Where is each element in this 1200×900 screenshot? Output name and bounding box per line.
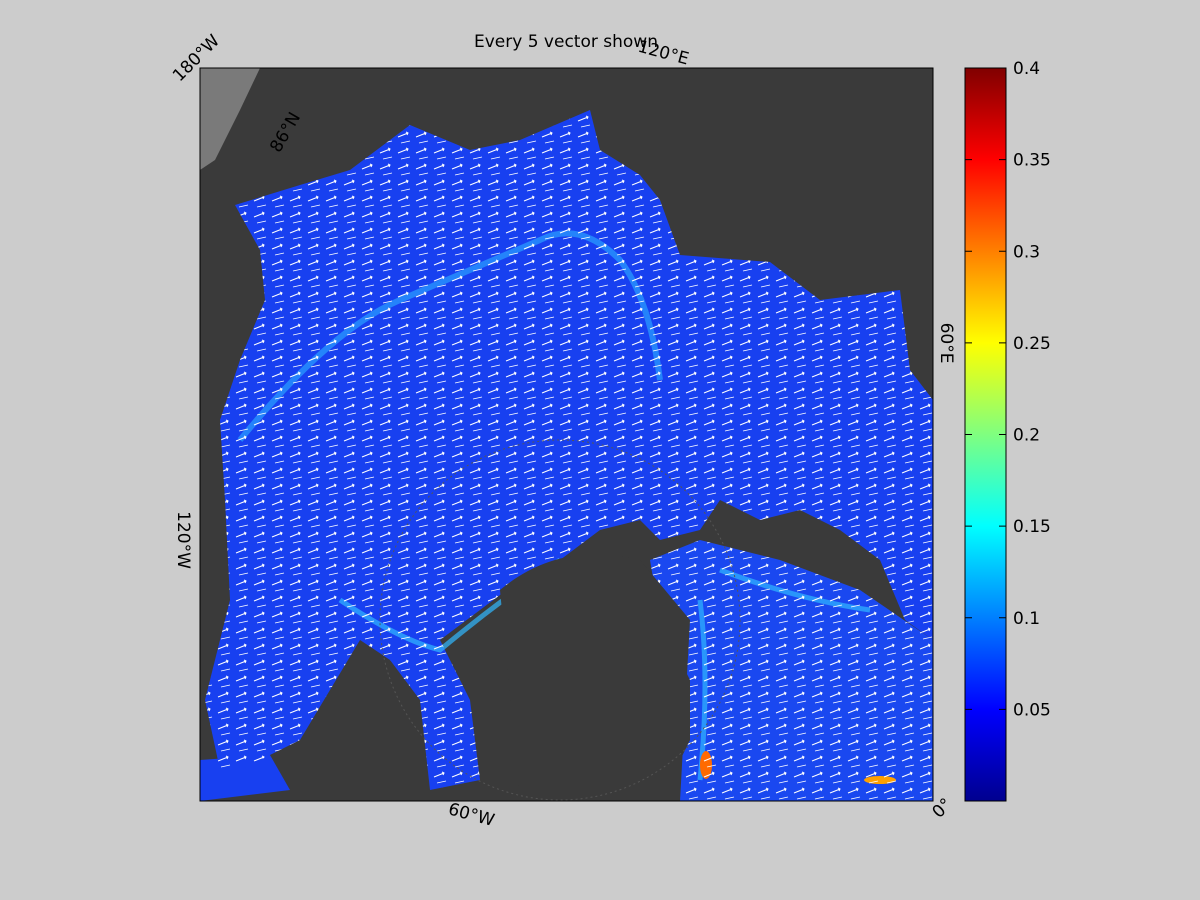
colorbar-tick-label: 0.3	[1013, 242, 1040, 262]
colorbar-tick-label: 0.4	[1013, 59, 1040, 79]
grey-land	[200, 68, 260, 170]
map-label: 120°E	[636, 37, 691, 70]
colorbar-ticks: 0.05 0.1 0.15 0.2 0.25 0.3 0.35 0.4	[965, 59, 1051, 720]
colorbar-tick-label: 0.1	[1013, 609, 1040, 629]
map-label: 60°E	[936, 323, 956, 364]
map	[200, 68, 933, 801]
colorbar-tick-label: 0.25	[1013, 334, 1051, 354]
colorbar-tick-label: 0.2	[1013, 426, 1040, 446]
graticule	[379, 439, 741, 801]
vector-field	[205, 110, 933, 801]
map-label: 60°W	[446, 799, 497, 831]
title: Every 5 vector shown	[474, 32, 658, 52]
colorbar-tick-label: 0.05	[1013, 700, 1051, 720]
greenland	[500, 554, 690, 801]
colorbar-tick-label: 0.35	[1013, 151, 1051, 171]
axes-frame	[199, 67, 934, 802]
colorbar-tick-label: 0.15	[1013, 517, 1051, 537]
map-label: 120°W	[173, 511, 193, 569]
